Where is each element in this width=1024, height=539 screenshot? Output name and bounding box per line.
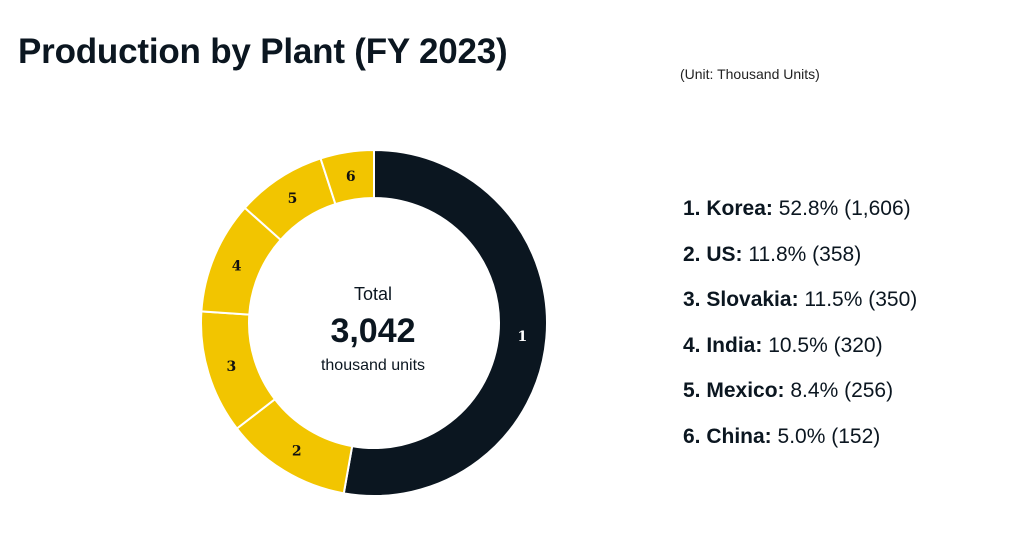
slice-number-india: 4 [232,258,242,274]
slice-number-china: 6 [346,169,356,185]
legend-name: 3. Slovakia: [683,288,799,311]
legend: 1. Korea: 52.8% (1,606) 2. US: 11.8% (358… [683,192,917,465]
chart-title: Production by Plant (FY 2023) [18,32,508,71]
legend-value: 10.5% (320) [762,333,883,357]
legend-name: 1. Korea: [683,197,773,220]
slice-number-us: 2 [292,443,302,459]
legend-item-korea: 1. Korea: 52.8% (1,606) [683,192,917,238]
donut-slice-labels: 1 2 3 4 5 6 [227,169,528,460]
legend-name: 6. China: [683,424,772,448]
legend-value: 5.0% (152) [771,424,881,448]
donut-slices [200,148,548,497]
legend-name: 5. Mexico: [683,379,785,402]
slice-number-slovakia: 3 [227,359,237,375]
legend-value: 11.5% (350) [798,288,918,311]
slice-korea [342,148,548,497]
unit-note: (Unit: Thousand Units) [680,66,820,82]
center-total-label: Total [354,284,392,304]
legend-item-slovakia: 3. Slovakia: 11.5% (350) [683,283,917,329]
center-total-sublabel: thousand units [321,357,425,374]
slice-china [319,148,375,206]
legend-value: 8.4% (256) [784,379,894,402]
legend-value: 11.8% (358) [742,242,862,266]
legend-name: 4. India: [683,333,763,357]
slice-number-mexico: 5 [288,191,298,207]
legend-item-us: 2. US: 11.8% (358) [683,238,917,284]
slice-number-korea: 1 [518,329,528,345]
center-total-value: 3,042 [330,312,415,350]
donut-chart: 1 2 3 4 5 6 Total 3,042 thousand units [200,148,548,497]
legend-item-mexico: 5. Mexico: 8.4% (256) [683,374,917,420]
legend-value: 52.8% (1,606) [772,197,911,220]
legend-item-india: 4. India: 10.5% (320) [683,329,917,375]
legend-item-china: 6. China: 5.0% (152) [683,420,917,466]
legend-name: 2. US: [683,242,743,266]
